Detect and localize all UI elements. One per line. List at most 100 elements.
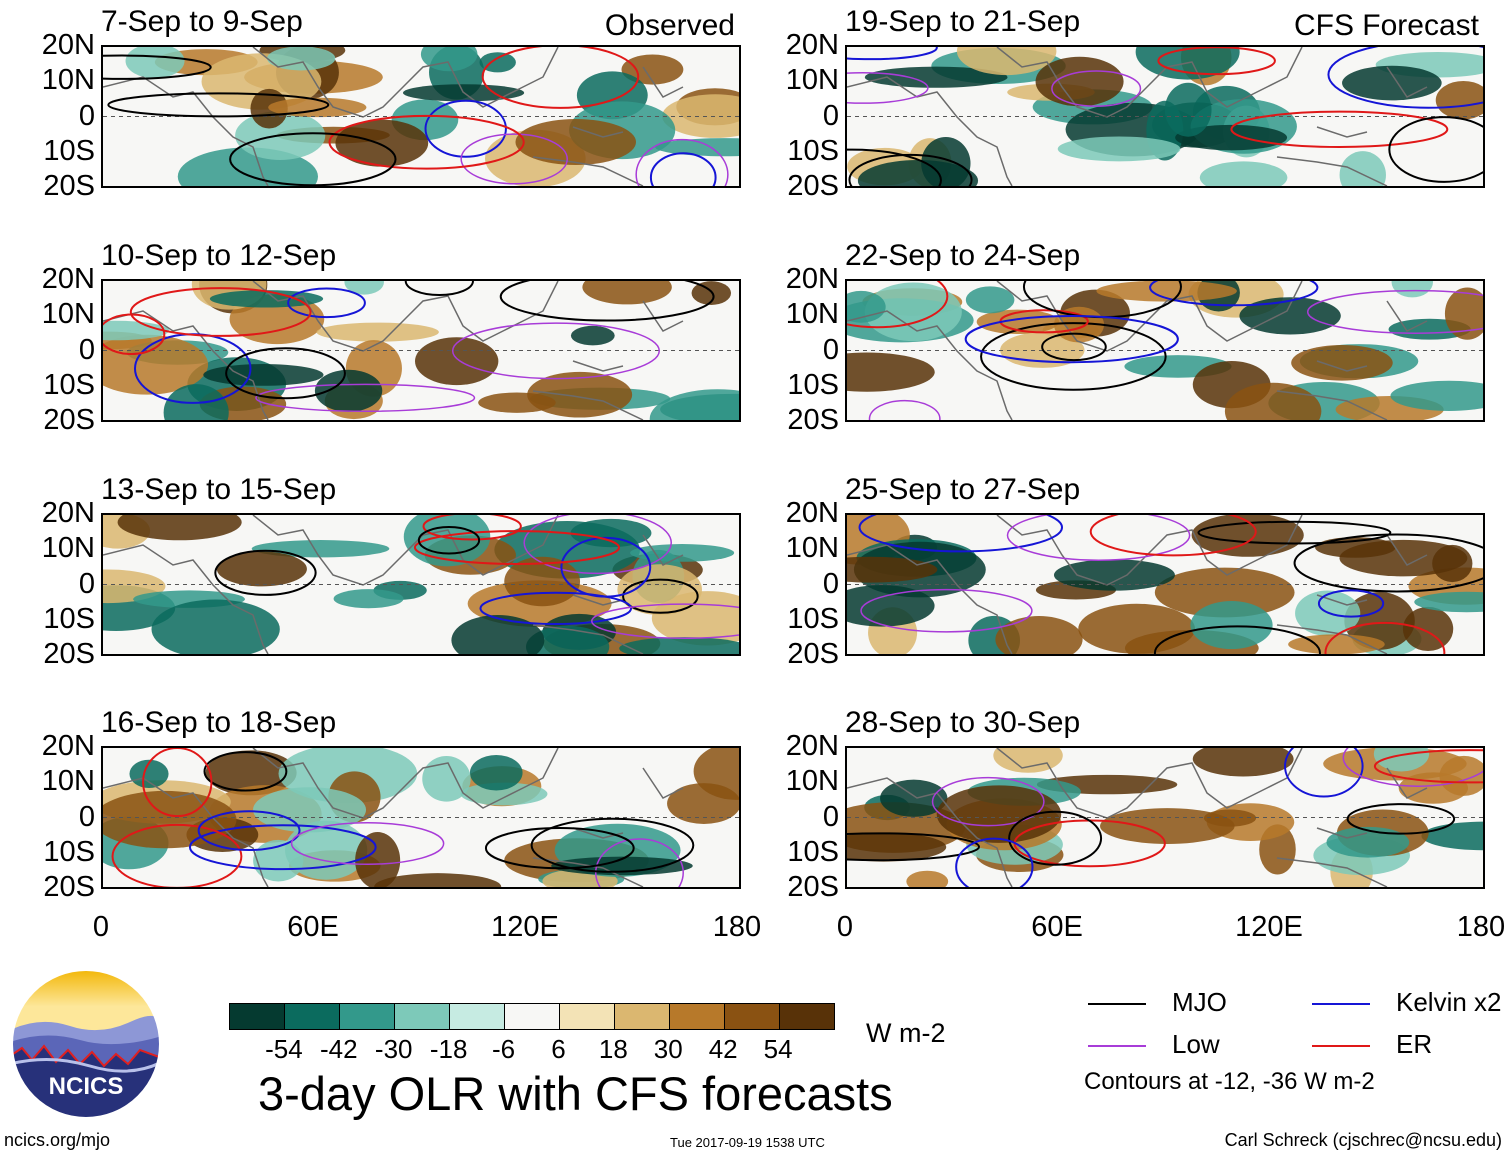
kelvin-contour xyxy=(479,591,633,626)
mjo-contour xyxy=(214,549,317,596)
negative-olr-anomaly xyxy=(857,160,979,186)
negative-olr-anomaly xyxy=(1342,65,1442,101)
latitude-label: 20N xyxy=(785,263,839,295)
negative-olr-anomaly xyxy=(1339,151,1386,186)
latitude-label: 10S xyxy=(43,835,95,868)
kelvin-contour xyxy=(858,515,1063,553)
er-contour xyxy=(142,748,213,818)
negative-olr-anomaly xyxy=(422,756,471,802)
negative-olr-anomaly xyxy=(1421,821,1483,851)
latitude-label: 10N xyxy=(41,532,95,565)
latitude-label: 20N xyxy=(41,730,95,762)
er-contour xyxy=(847,281,949,329)
positive-olr-anomaly xyxy=(995,616,1083,654)
low-contour xyxy=(847,71,929,104)
kelvin-contour xyxy=(847,47,938,61)
panel-date-range: 13-Sep to 15-Sep xyxy=(101,473,337,506)
contour-note: Contours at -12, -36 W m-2 xyxy=(1084,1068,1375,1095)
latitude-label: 0 xyxy=(78,567,95,600)
footer-url[interactable]: ncics.org/mjo xyxy=(4,1130,111,1150)
longitude-label: 60E xyxy=(1031,911,1083,943)
er-contour xyxy=(1230,110,1449,148)
er-contour xyxy=(1157,47,1276,76)
mjo-contour xyxy=(1041,332,1107,362)
panel-source-label: CFS Forecast xyxy=(1293,9,1479,42)
negative-olr-anomaly xyxy=(460,782,548,806)
mjo-contour xyxy=(847,832,981,862)
latitude-label: 10N xyxy=(785,532,839,565)
positive-olr-anomaly xyxy=(1402,606,1454,651)
low-contour xyxy=(1051,70,1142,107)
longitude-label: 120E xyxy=(491,911,559,943)
er-contour xyxy=(1089,515,1257,557)
latitude-label: 20S xyxy=(787,638,839,670)
latitude-label: 10S xyxy=(43,368,95,401)
ncics-logo: NCICS xyxy=(11,969,161,1119)
latitude-label: 20N xyxy=(41,497,95,529)
legend-label: ER xyxy=(1396,1029,1433,1059)
colorbar-tick-label: -6 xyxy=(491,1034,516,1064)
negative-olr-anomaly xyxy=(570,325,615,346)
negative-olr-anomaly xyxy=(253,839,304,882)
er-contour xyxy=(1324,621,1446,654)
positive-olr-anomaly xyxy=(1096,281,1237,302)
positive-olr-anomaly xyxy=(527,371,633,418)
mjo-contour xyxy=(1293,533,1483,593)
mjo-contour xyxy=(1008,810,1103,866)
latitude-label: 0 xyxy=(822,800,839,833)
mjo-contour xyxy=(404,281,474,297)
latitude-label: 20S xyxy=(43,871,95,903)
low-contour xyxy=(860,588,1033,633)
low-contour xyxy=(255,383,476,413)
kelvin-contour xyxy=(560,536,652,598)
mjo-contour xyxy=(417,526,481,555)
colorbar-swatch xyxy=(340,1004,395,1029)
negative-olr-anomaly xyxy=(267,47,336,71)
colorbar-swatch xyxy=(725,1004,780,1029)
legend-line xyxy=(1312,1045,1370,1047)
positive-olr-anomaly xyxy=(621,54,684,85)
mjo-contour xyxy=(980,322,1167,391)
kelvin-contour xyxy=(1327,47,1483,109)
low-contour xyxy=(931,776,1045,827)
negative-olr-anomaly xyxy=(203,364,324,386)
positive-olr-anomaly xyxy=(1035,56,1124,107)
latitude-label: 10N xyxy=(41,64,95,97)
latitude-label: 20N xyxy=(785,29,839,61)
er-contour xyxy=(129,287,312,337)
panel-date-range: 16-Sep to 18-Sep xyxy=(101,706,337,739)
latitude-label: 10N xyxy=(41,765,95,798)
colorbar-swatch xyxy=(505,1004,560,1029)
positive-olr-anomaly xyxy=(268,97,367,118)
kelvin-contour xyxy=(1284,748,1364,798)
low-contour xyxy=(460,133,569,185)
positive-olr-anomaly xyxy=(1398,772,1469,804)
colorbar-tick-label: 42 xyxy=(708,1034,738,1064)
low-contour xyxy=(635,138,729,186)
colorbar-swatch xyxy=(450,1004,505,1029)
latitude-label: 10N xyxy=(785,765,839,798)
olr-anomaly-map xyxy=(101,45,741,188)
positive-olr-anomaly xyxy=(374,873,502,887)
positive-olr-anomaly xyxy=(1154,567,1295,618)
negative-olr-anomaly xyxy=(847,585,935,627)
negative-olr-anomaly xyxy=(125,47,185,79)
positive-olr-anomaly xyxy=(1432,544,1473,583)
longitude-label: 0 xyxy=(92,911,110,943)
olr-anomaly-map xyxy=(845,746,1485,889)
positive-olr-anomaly xyxy=(691,281,732,305)
low-contour xyxy=(595,838,684,887)
olr-colorbar xyxy=(229,1003,835,1030)
latitude-label: 20N xyxy=(785,730,839,762)
colorbar-swatch xyxy=(780,1004,834,1029)
olr-anomaly-map xyxy=(101,746,741,889)
kelvin-contour xyxy=(287,287,366,319)
latitude-label: 10S xyxy=(787,602,839,635)
negative-olr-anomaly xyxy=(1414,591,1483,613)
negative-olr-anomaly xyxy=(253,787,367,833)
latitude-label: 0 xyxy=(822,567,839,600)
colorbar-units: W m-2 xyxy=(866,1018,946,1048)
negative-olr-anomaly xyxy=(649,389,739,420)
latitude-label: 10N xyxy=(41,298,95,331)
latitude-label: 0 xyxy=(822,99,839,132)
